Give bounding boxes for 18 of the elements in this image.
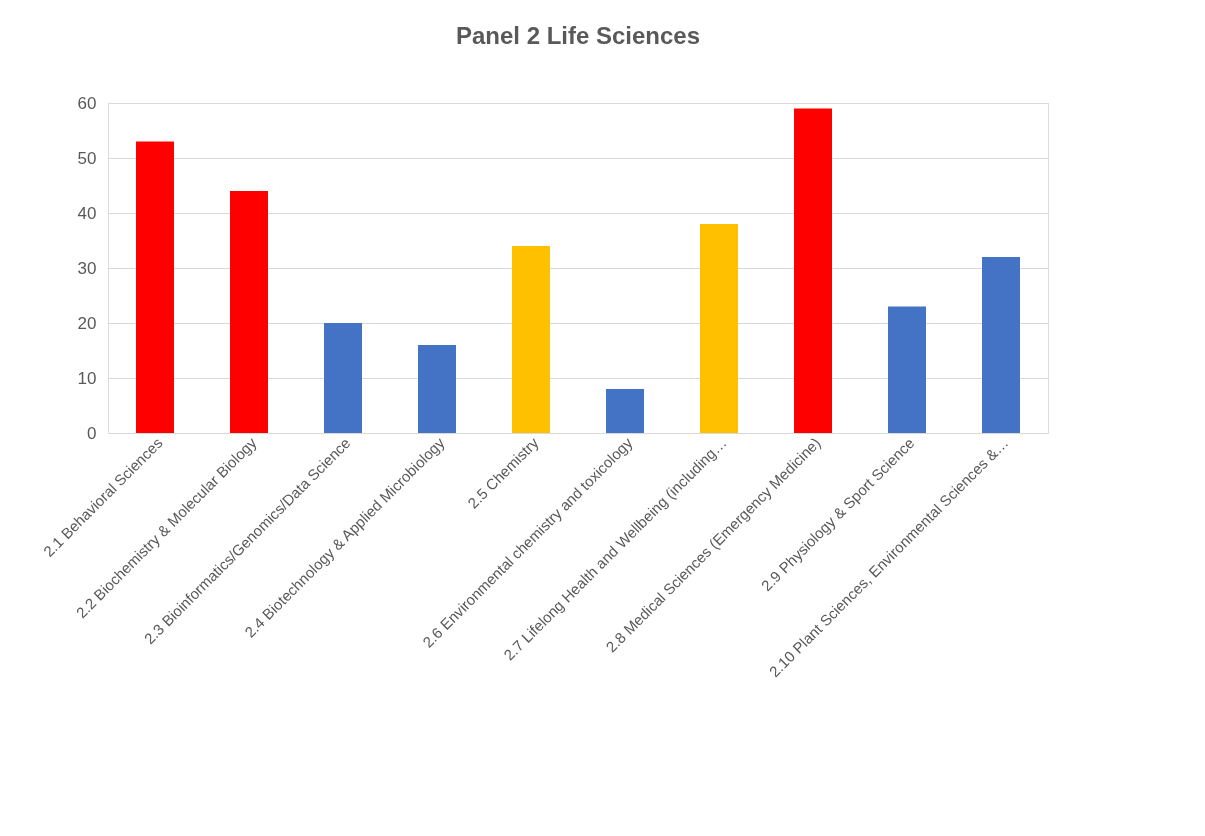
bar — [700, 224, 738, 433]
bar — [982, 257, 1020, 433]
y-tick-label: 10 — [77, 368, 97, 388]
bar — [512, 246, 550, 433]
y-tick-label: 0 — [87, 423, 97, 443]
y-tick-label: 30 — [77, 258, 97, 278]
bar — [606, 389, 644, 433]
y-tick-label: 40 — [77, 203, 97, 223]
bar — [418, 345, 456, 433]
bar — [888, 306, 926, 433]
y-tick-label: 50 — [77, 148, 97, 168]
y-tick-label: 60 — [77, 93, 97, 113]
bar — [324, 323, 362, 433]
y-tick-label: 20 — [77, 313, 97, 333]
bar — [794, 108, 832, 433]
bar — [136, 141, 174, 433]
chart-title: Panel 2 Life Sciences — [455, 22, 701, 49]
bar — [230, 191, 268, 433]
